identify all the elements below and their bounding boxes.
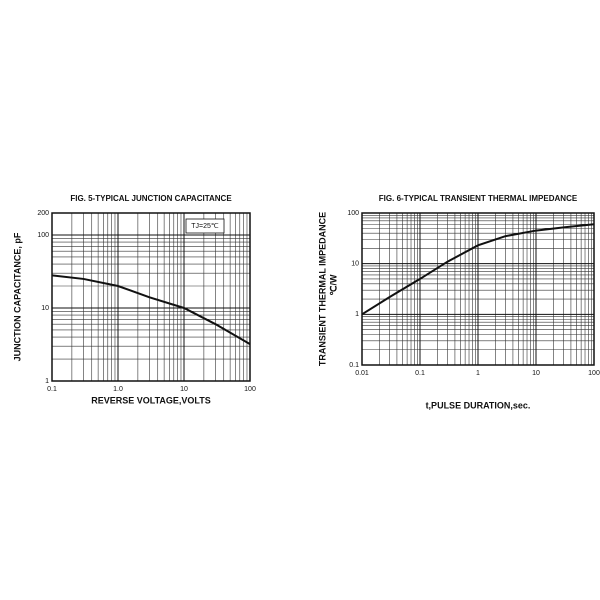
y-axis-label: JUNCTION CAPACITANCE, pF	[12, 232, 22, 361]
y-tick-label: 200	[37, 210, 49, 217]
x-tick-label: 0.1	[415, 370, 425, 377]
x-axis-label: t,PULSE DURATION,sec.	[426, 400, 531, 410]
plot-frame	[361, 212, 595, 366]
curve	[361, 223, 595, 316]
y-tick-label: 1	[45, 378, 49, 385]
y-tick-label: 0.1	[349, 362, 359, 369]
y-axis-label: TRANSIENT THERMAL IMPEDANCE	[317, 212, 327, 366]
x-axis-label: REVERSE VOLTAGE,VOLTS	[91, 395, 211, 405]
x-tick-label: 10	[180, 386, 188, 393]
y-tick-label: 1	[355, 311, 359, 318]
x-tick-label: 1	[476, 370, 480, 377]
annotation-box	[185, 218, 225, 234]
curve	[51, 274, 251, 345]
x-tick-label: 10	[532, 370, 540, 377]
x-tick-label: 0.1	[47, 386, 57, 393]
y-tick-label: 100	[347, 210, 359, 217]
chart: 0.1 1.0 10 100 1 10 100 200 FIG. 5-TYPICAL JUNCT…	[12, 194, 256, 405]
y-axis-label: ℃/W	[328, 274, 338, 296]
annotation: TJ=25℃	[191, 223, 219, 230]
x-tick-label: 0.01	[355, 370, 369, 377]
x-tick-label: 100	[244, 386, 256, 393]
y-tick-label: 10	[351, 261, 359, 268]
x-tick-label: 100	[588, 370, 600, 377]
y-tick-label: 10	[41, 305, 49, 312]
y-tick-label: 100	[37, 232, 49, 239]
chart-title: FIG. 6-TYPICAL TRANSIENT THERMAL IMPEDAN…	[379, 194, 578, 203]
x-tick-label: 1.0	[113, 386, 123, 393]
plot-frame	[51, 212, 251, 382]
chart-title: FIG. 5-TYPICAL JUNCTION CAPACITANCE	[70, 194, 232, 203]
